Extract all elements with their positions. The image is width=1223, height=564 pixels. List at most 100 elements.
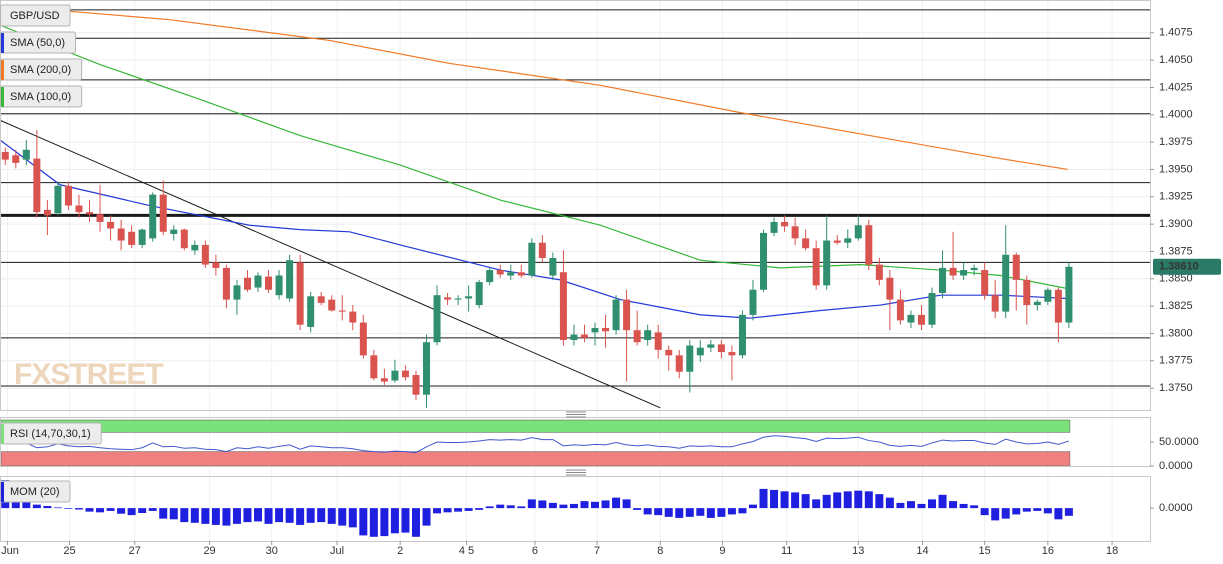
candle-body: [991, 295, 999, 312]
legend-box[interactable]: [0, 4, 71, 27]
resize-handle[interactable]: [566, 469, 586, 476]
x-tick-label: Jun: [1, 545, 19, 557]
legend-box[interactable]: [0, 31, 77, 54]
candle-body: [612, 299, 620, 331]
y-tick-label: 1.4000: [1159, 109, 1193, 121]
candle-body: [33, 158, 41, 213]
candle-body: [928, 293, 936, 325]
legend-label: SMA (200,0): [10, 64, 71, 76]
momentum-bar: [727, 508, 736, 515]
candle-body: [391, 370, 399, 381]
candle-body: [949, 267, 957, 276]
x-tick-label: 8: [657, 545, 663, 557]
candle-body: [222, 267, 230, 300]
x-tick-label: 13: [852, 545, 864, 557]
resize-handle[interactable]: [566, 411, 586, 418]
momentum-bar: [959, 503, 968, 509]
momentum-bar: [422, 508, 431, 526]
candle-body: [749, 289, 757, 315]
momentum-bar: [654, 508, 663, 516]
candle-body: [717, 344, 725, 353]
candle-body: [475, 282, 483, 306]
candle-body: [1012, 254, 1020, 280]
candle-body: [981, 270, 989, 296]
candle-body: [654, 332, 662, 350]
indicator-legend[interactable]: RSI (14,70,30,1): [0, 422, 102, 445]
momentum-bar: [696, 508, 705, 516]
candle-body: [444, 297, 452, 300]
candle-body: [559, 272, 567, 341]
axes: 1.4075 1.4050 1.4025 1.4000 1.3975 1.3950 1.39…: [1, 27, 1221, 557]
candle-body: [602, 328, 610, 332]
candle-body: [760, 232, 768, 290]
momentum-bar: [812, 499, 821, 509]
legend-box[interactable]: [0, 422, 102, 445]
indicator-legend[interactable]: MOM (20): [0, 480, 71, 503]
x-tick-label: 30: [266, 545, 278, 557]
candle-body: [54, 185, 62, 214]
momentum-bar: [906, 501, 915, 509]
legend-item[interactable]: SMA (100,0): [0, 85, 83, 108]
candle-body: [1023, 279, 1031, 306]
y-tick-label: 1.3925: [1159, 191, 1193, 203]
momentum-bar: [53, 507, 62, 509]
momentum-bar: [949, 501, 958, 509]
candle-body: [1044, 289, 1052, 302]
momentum-bar: [759, 488, 768, 509]
momentum-bar: [717, 508, 726, 517]
momentum-bar: [85, 508, 94, 512]
last-price-tag: [1153, 258, 1221, 275]
candle-body: [665, 349, 673, 356]
momentum-bar: [970, 505, 979, 509]
candle-body: [380, 378, 388, 382]
momentum-bar: [843, 491, 852, 509]
x-tick-label: 11: [781, 545, 792, 557]
legend-label: RSI (14,70,30,1): [10, 428, 91, 440]
x-tick-label: 14: [916, 545, 928, 557]
candle-body: [791, 226, 799, 239]
candle-body: [170, 229, 178, 234]
x-tick-label: 15: [979, 545, 991, 557]
y-tick-label: 0.0000: [1159, 460, 1193, 472]
x-tick-label: 16: [1042, 545, 1054, 557]
momentum-bar: [991, 508, 1000, 521]
last-price-label: 1.38610: [1159, 261, 1199, 273]
candle-body: [517, 272, 525, 276]
legend-box[interactable]: [0, 480, 71, 503]
momentum-bar: [1033, 508, 1042, 511]
candle-body: [275, 275, 283, 296]
momentum-bar: [275, 508, 284, 523]
rsi-line: [5, 435, 1070, 454]
legend-item[interactable]: SMA (200,0): [0, 58, 83, 81]
momentum-bar: [664, 508, 673, 517]
overbought-band: [0, 419, 1071, 433]
x-tick-label: 18: [1106, 545, 1118, 557]
legend-item[interactable]: GBP/USD: [0, 4, 71, 27]
legend-box[interactable]: [0, 58, 83, 81]
momentum-bar: [43, 506, 52, 509]
candle-body: [191, 244, 199, 251]
legend-item[interactable]: SMA (50,0): [0, 31, 77, 54]
candle-body: [328, 299, 336, 311]
candle-body: [180, 229, 188, 249]
candle-body: [1, 151, 9, 160]
momentum-bar: [938, 494, 947, 509]
momentum-bar: [32, 504, 41, 509]
y-tick-label: 1.4050: [1159, 54, 1193, 66]
momentum-bar: [706, 508, 715, 518]
momentum-bar: [833, 492, 842, 509]
candle-body: [349, 311, 357, 323]
candle-body: [1054, 289, 1062, 323]
momentum-bar: [612, 497, 621, 509]
momentum-bar: [475, 508, 484, 510]
candle-body: [128, 231, 136, 245]
momentum-bar: [917, 503, 926, 509]
momentum-bar: [180, 508, 189, 523]
x-tick-label: 27: [129, 545, 141, 557]
momentum-bar: [64, 508, 73, 509]
candle-body: [886, 277, 894, 300]
candle-body: [64, 185, 72, 206]
legend-box[interactable]: [0, 85, 83, 108]
momentum-bar: [148, 508, 157, 511]
candle-body: [823, 240, 831, 286]
